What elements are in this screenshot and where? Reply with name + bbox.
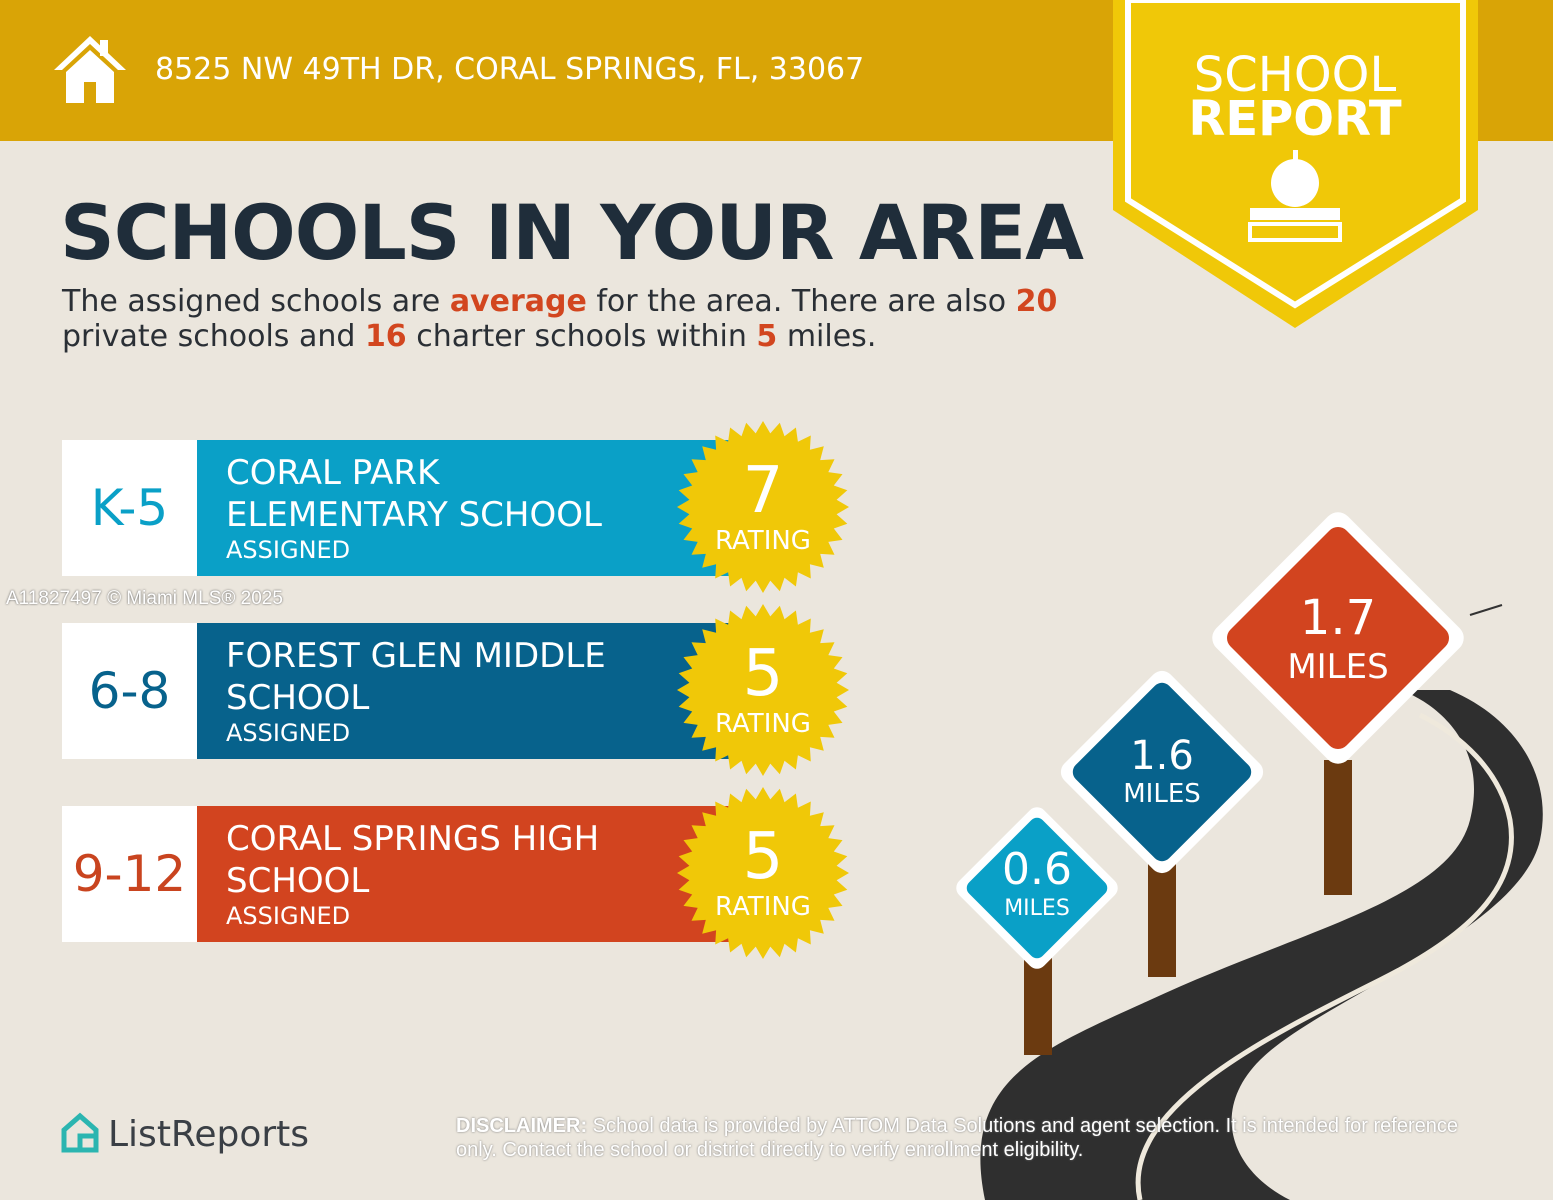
distance-sign: 1.7 MILES xyxy=(1248,592,1428,689)
badge-line: REPORT xyxy=(1188,91,1402,147)
grade: K-5 xyxy=(90,479,169,537)
school-status: ASSIGNED xyxy=(226,536,351,564)
rating-value: 5 xyxy=(742,637,784,711)
address: 8525 NW 49TH DR, CORAL SPRINGS, FL, 3306… xyxy=(155,52,865,87)
logo: ListReports xyxy=(108,1114,310,1155)
summary-highlight: 16 xyxy=(364,319,407,354)
school-name: CORAL SPRINGS HIGH SCHOOL ASSIGNED xyxy=(226,818,666,930)
rating-label: RATING xyxy=(715,709,811,739)
distance-value: 1.7 xyxy=(1299,590,1377,647)
school-status: ASSIGNED xyxy=(226,902,351,930)
sign-posts xyxy=(1024,760,1352,1055)
rating-star xyxy=(677,421,849,593)
rating: 7 RATING xyxy=(678,456,848,556)
badge-line: SCHOOL xyxy=(1193,47,1397,103)
disclaimer-text: School data is provided by ATTOM Data So… xyxy=(456,1115,1458,1161)
distance-sign: 1.6 MILES xyxy=(1072,734,1252,812)
rating-stars xyxy=(677,421,849,959)
distance-sign: 0.6 MILES xyxy=(947,844,1127,923)
school-rows xyxy=(62,440,737,942)
summary-text: for the area. There are also xyxy=(586,284,1016,319)
rating-value: 7 xyxy=(742,454,784,528)
rating-label: RATING xyxy=(715,892,811,922)
distance-value: 1.6 xyxy=(1130,733,1194,779)
rating-label: RATING xyxy=(715,526,811,556)
summary-highlight: 20 xyxy=(1015,284,1058,319)
grade: 9-12 xyxy=(72,845,187,903)
school-name: FOREST GLEN MIDDLE SCHOOL ASSIGNED xyxy=(226,635,666,747)
school-status: ASSIGNED xyxy=(226,719,351,747)
home-icon xyxy=(54,36,126,103)
summary: The assigned schools are average for the… xyxy=(62,284,1102,354)
logo-icon xyxy=(61,1112,99,1153)
disclaimer-label: DISCLAIMER: xyxy=(456,1115,588,1137)
grade: 6-8 xyxy=(88,662,171,720)
signs xyxy=(956,512,1464,969)
watermark: A11827497 © Miami MLS® 2025 xyxy=(6,588,283,609)
distance-unit: MILES xyxy=(1123,779,1201,809)
distance-value: 0.6 xyxy=(1002,844,1072,896)
disclaimer: DISCLAIMER: School data is provided by A… xyxy=(456,1114,1476,1162)
summary-text: The assigned schools are xyxy=(62,284,450,319)
road xyxy=(980,604,1543,1200)
summary-highlight: average xyxy=(449,284,587,319)
rating: 5 RATING xyxy=(678,822,848,922)
summary-text: private schools and xyxy=(62,319,365,354)
rating-value: 5 xyxy=(742,820,784,894)
distance-unit: MILES xyxy=(1287,647,1389,688)
badge-border xyxy=(1125,0,1466,309)
school-name: CORAL PARK ELEMENTARY SCHOOL ASSIGNED xyxy=(226,452,666,564)
summary-text: miles. xyxy=(777,319,877,354)
apple-books-icon xyxy=(1248,150,1342,242)
rating: 5 RATING xyxy=(678,639,848,739)
summary-highlight: 5 xyxy=(756,319,778,354)
title: SCHOOLS IN YOUR AREA xyxy=(60,188,1084,277)
rating-star xyxy=(677,787,849,959)
rating-star xyxy=(677,604,849,776)
summary-text: charter schools within xyxy=(406,319,757,354)
distance-unit: MILES xyxy=(1004,895,1070,921)
